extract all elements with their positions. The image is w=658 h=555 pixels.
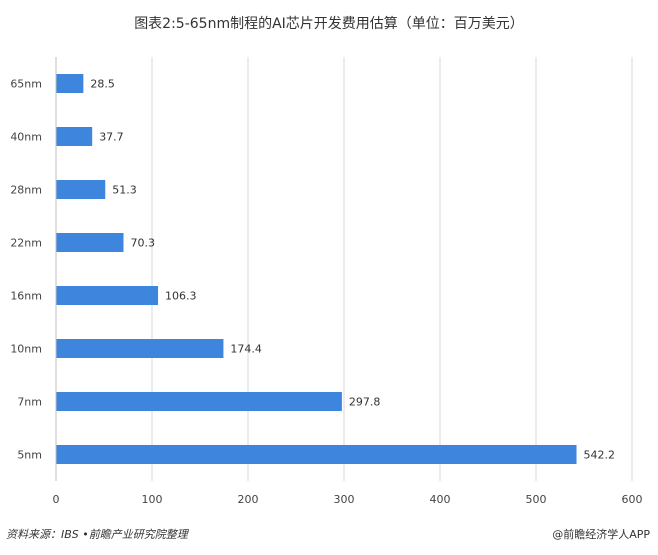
data-label: 174.4 (230, 343, 262, 356)
x-tick-label: 300 (334, 493, 355, 506)
data-label: 51.3 (112, 184, 137, 197)
bar (56, 127, 93, 146)
bar (56, 339, 224, 358)
data-labels: 28.5 37.7 51.3 70.3 106.3 174.4 297.8 542.2 (90, 78, 615, 462)
data-label: 106.3 (165, 290, 197, 303)
source-note: 资料来源：IBS •前瞻产业研究院整理 (6, 528, 188, 541)
brand-credit: @前瞻经济学人APP (552, 528, 650, 541)
x-tick-label: 600 (622, 493, 643, 506)
y-tick-label: 7nm (17, 396, 42, 409)
x-tick-label: 500 (526, 493, 547, 506)
x-tick-label: 200 (238, 493, 259, 506)
bar (56, 392, 342, 411)
chart-title: 图表2:5-65nm制程的AI芯片开发费用估算（单位：百万美元） (134, 16, 524, 32)
y-tick-label: 5nm (17, 449, 42, 462)
y-tick-label: 10nm (10, 343, 42, 356)
data-label: 28.5 (90, 78, 115, 91)
data-label: 70.3 (130, 237, 155, 250)
bar (56, 286, 159, 305)
x-axis: 0 100 200 300 400 500 600 (53, 57, 643, 506)
y-tick-label: 65nm (10, 78, 42, 91)
x-tick-label: 400 (430, 493, 451, 506)
bar (56, 74, 84, 93)
bar (56, 233, 124, 252)
bar (56, 180, 106, 199)
data-label: 37.7 (99, 131, 124, 144)
data-label: 542.2 (584, 449, 616, 462)
y-tick-label: 22nm (10, 237, 42, 250)
y-axis: 65nm 40nm 28nm 22nm 16nm 10nm 7nm 5nm (10, 78, 42, 462)
y-tick-label: 28nm (10, 184, 42, 197)
x-tick-label: 100 (142, 493, 163, 506)
bars (56, 74, 577, 464)
y-tick-label: 40nm (10, 131, 42, 144)
data-label: 297.8 (349, 396, 381, 409)
bar (56, 445, 577, 464)
x-tick-label: 0 (53, 493, 60, 506)
y-tick-label: 16nm (10, 290, 42, 303)
grid-lines (151, 57, 633, 481)
